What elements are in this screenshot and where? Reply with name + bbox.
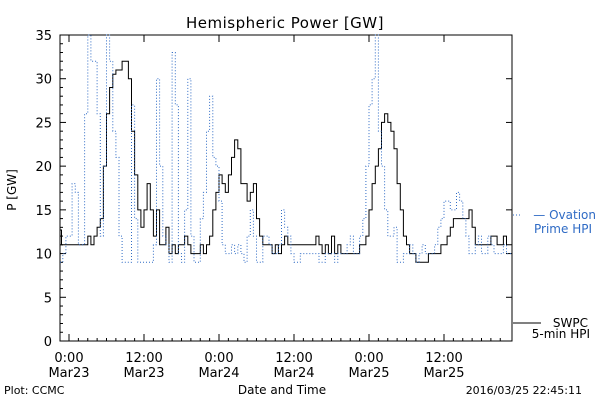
x-tick-date: Mar24 <box>273 366 314 381</box>
x-tick-date: Mar24 <box>198 366 239 381</box>
series-line-swpc <box>60 60 512 263</box>
chart-title: Hemispheric Power [GW] <box>186 14 384 32</box>
series-line-ovation-prime <box>60 34 512 263</box>
footer-timestamp: 2016/03/25 22:45:11 <box>466 384 582 397</box>
y-tick-label: 5 <box>44 291 52 306</box>
x-tick-time: 0:00 <box>204 351 233 366</box>
legend-swpc: SWPC 5-min HPI <box>513 316 590 341</box>
plot-frame <box>59 34 513 342</box>
y-tick-label: 20 <box>35 160 52 175</box>
y-tick-label: 35 <box>35 29 52 44</box>
y-tick-label: 10 <box>35 248 52 263</box>
legend-ovation-line1: — Ovation <box>533 208 596 222</box>
x-tick-date: Mar25 <box>423 366 464 381</box>
footer-plot-source: Plot: CCMC <box>4 384 65 397</box>
legend-swpc-line2: 5-min HPI <box>532 327 590 341</box>
x-axis-label: Date and Time <box>238 383 326 397</box>
y-tick-label: 25 <box>35 116 52 131</box>
x-tick-time: 0:00 <box>54 351 83 366</box>
legend-ovation-prime: — Ovation Prime HPI <box>513 208 596 236</box>
x-tick-date: Mar25 <box>348 366 389 381</box>
x-tick-time: 12:00 <box>425 351 462 366</box>
y-axis-label: P [GW] <box>5 169 19 211</box>
y-tick-label: 30 <box>35 73 52 88</box>
x-tick-date: Mar23 <box>123 366 164 381</box>
x-tick-date: Mar23 <box>48 366 89 381</box>
x-tick-time: 12:00 <box>275 351 312 366</box>
legend-ovation-line2: Prime HPI <box>534 222 592 236</box>
y-tick-label: 0 <box>44 335 52 350</box>
y-tick-label: 15 <box>35 204 52 219</box>
legend-swpc-line1: SWPC <box>553 316 588 330</box>
y-axis: 0 5 10 15 20 25 30 35 <box>35 29 512 350</box>
x-tick-time: 12:00 <box>125 351 162 366</box>
series-layer <box>60 34 512 263</box>
x-tick-time: 0:00 <box>354 351 383 366</box>
x-axis: 0:00Mar2312:00Mar230:00Mar2412:00Mar240:… <box>48 35 501 381</box>
